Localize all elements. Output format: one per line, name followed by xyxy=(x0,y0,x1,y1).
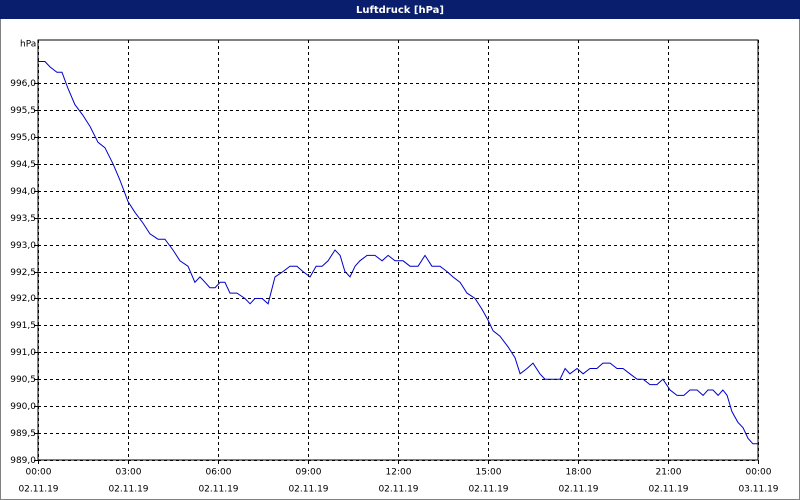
x-tick-label: 09:00 xyxy=(296,468,322,478)
x-tick-date: 02.11.19 xyxy=(648,485,688,495)
y-tick-label: 991,5 xyxy=(10,321,36,331)
x-tick-label: 21:00 xyxy=(656,468,682,478)
x-tick-label: 18:00 xyxy=(566,468,592,478)
x-tick-date: 02.11.19 xyxy=(108,485,148,495)
y-tick-label: 990,5 xyxy=(10,375,36,385)
y-tick-label: 994,0 xyxy=(10,187,36,197)
x-tick-label: 00:00 xyxy=(26,468,52,478)
y-tick-label: 993,5 xyxy=(10,214,36,224)
x-tick-label: 06:00 xyxy=(206,468,232,478)
title-bar xyxy=(0,0,800,19)
x-tick-date: 02.11.19 xyxy=(468,485,508,495)
y-tick-label: 994,5 xyxy=(10,160,36,170)
x-tick-date: 03.11.19 xyxy=(738,485,778,495)
y-tick-label: 990,0 xyxy=(10,402,36,412)
y-tick-label: 995,5 xyxy=(10,106,36,116)
y-tick-label: 992,0 xyxy=(10,294,36,304)
x-tick-label: 12:00 xyxy=(386,468,412,478)
y-tick-label: 989,0 xyxy=(10,456,36,466)
x-tick-label: 03:00 xyxy=(116,468,142,478)
x-tick-date: 02.11.19 xyxy=(18,485,58,495)
y-tick-label: 989,5 xyxy=(10,429,36,439)
y-tick-label: 993,0 xyxy=(10,241,36,251)
chart-title: Luftdruck [hPa] xyxy=(356,5,444,16)
data-line xyxy=(38,61,758,445)
y-tick-label: 995,0 xyxy=(10,133,36,143)
y-axis-label: hPa xyxy=(20,40,36,50)
y-tick-label: 996,0 xyxy=(10,79,36,89)
y-tick-label: 992,5 xyxy=(10,268,36,278)
x-tick-date: 02.11.19 xyxy=(288,485,328,495)
x-tick-label: 15:00 xyxy=(476,468,502,478)
x-tick-label: 00:00 xyxy=(746,468,772,478)
x-tick-date: 02.11.19 xyxy=(558,485,598,495)
y-tick-label: 991,0 xyxy=(10,348,36,358)
x-tick-date: 02.11.19 xyxy=(378,485,418,495)
x-tick-date: 02.11.19 xyxy=(198,485,238,495)
